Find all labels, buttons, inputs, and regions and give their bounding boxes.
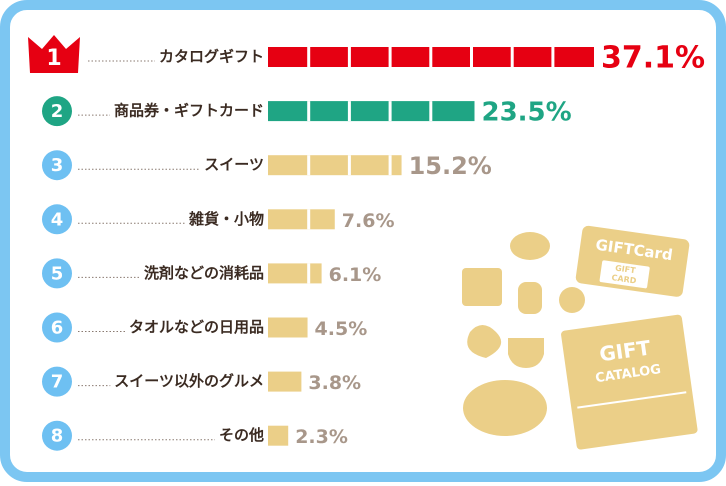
cake: [463, 380, 547, 436]
category-label: 雑貨・小物: [188, 210, 264, 228]
bar: [268, 155, 402, 176]
card-inner-text: GIFT: [615, 264, 637, 276]
value-label: 23.5%: [481, 98, 571, 128]
category-label: 洗剤などの消耗品: [144, 264, 264, 282]
bar: [268, 209, 335, 230]
rank-number: 5: [51, 263, 64, 284]
rank-number: 1: [46, 46, 61, 71]
bar: [268, 371, 302, 392]
rank-badge: [28, 35, 80, 73]
bar: [268, 263, 322, 284]
card-inner: [599, 260, 650, 289]
bar: [268, 425, 289, 446]
value-label: 4.5%: [315, 318, 368, 340]
rank-badge: [42, 96, 72, 127]
cup: [508, 338, 544, 368]
bar: [268, 317, 308, 338]
rank-number: 6: [51, 318, 64, 339]
flower: [559, 287, 585, 313]
rank-badge: [42, 312, 72, 343]
illustration: GIFTCard GIFT CARD GIFT CATALOG: [462, 225, 698, 450]
value-label: 37.1%: [601, 41, 705, 76]
rank-number: 7: [51, 372, 64, 393]
heart: [467, 325, 502, 358]
rank-badge: [42, 204, 72, 235]
value-label: 15.2%: [409, 152, 492, 180]
value-label: 3.8%: [308, 372, 361, 394]
ribbon: [577, 391, 687, 409]
card-inner-text: CARD: [611, 273, 637, 285]
catalog: [561, 314, 698, 450]
category-label: スイーツ以外のグルメ: [114, 372, 264, 390]
rank-badge: [42, 258, 72, 289]
value-label: 6.1%: [329, 264, 382, 286]
bread: [510, 232, 550, 260]
rank-number: 2: [51, 101, 64, 122]
value-label: 7.6%: [342, 210, 395, 232]
rank-badge: [42, 366, 72, 397]
rank-number: 3: [51, 155, 64, 176]
bar: [268, 101, 475, 122]
rank-number: 8: [51, 426, 64, 447]
category-label: スイーツ: [204, 156, 264, 174]
gift-box: [462, 268, 502, 306]
rank-number: 4: [51, 209, 64, 230]
category-label: 商品券・ギフトカード: [114, 102, 264, 120]
rank-badge: [42, 420, 72, 451]
bottle: [518, 282, 542, 314]
category-label: タオルなどの日用品: [129, 318, 264, 336]
category-label: その他: [219, 426, 264, 444]
category-label: カタログギフト: [159, 48, 264, 66]
value-label: 2.3%: [295, 426, 348, 448]
rank-badge: [42, 150, 72, 181]
